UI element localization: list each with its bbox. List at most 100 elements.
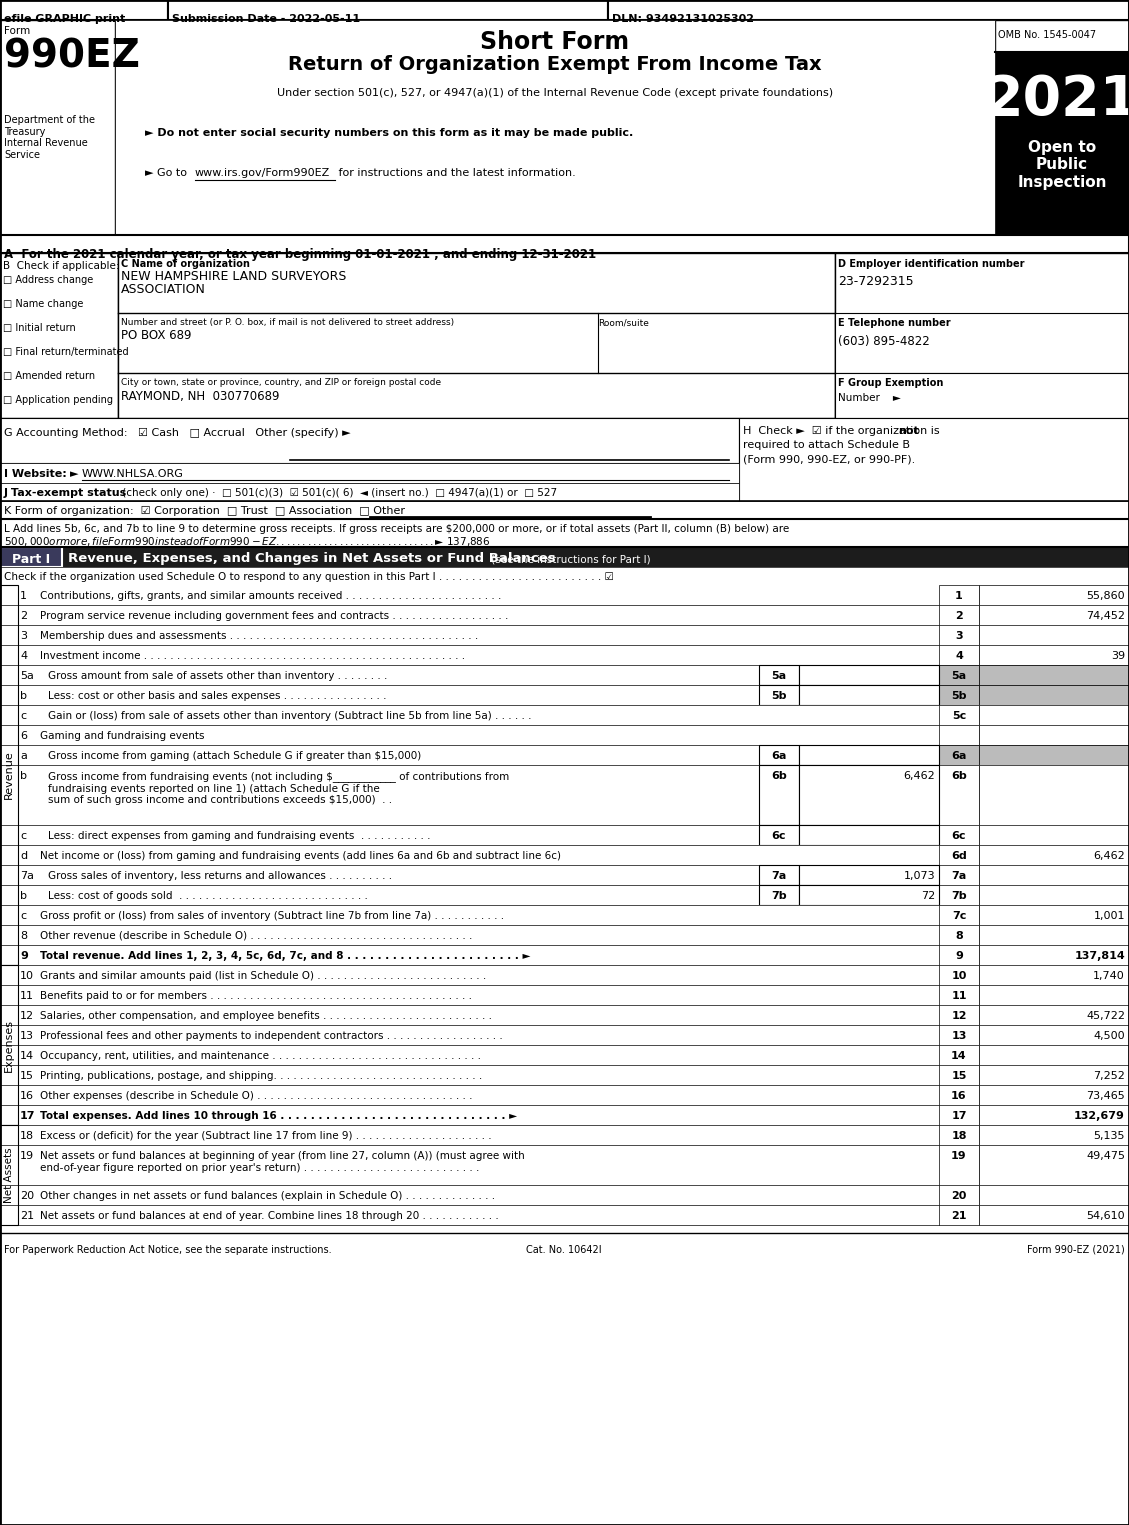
Bar <box>979 665 1129 685</box>
Text: 8: 8 <box>955 930 963 941</box>
Text: 4: 4 <box>20 651 27 660</box>
Bar <box>609 0 1129 20</box>
Text: 3: 3 <box>955 631 963 640</box>
Bar <box>759 865 799 884</box>
Text: 49,475: 49,475 <box>1086 1151 1124 1161</box>
Bar <box>979 1106 1129 1125</box>
Text: 1,073: 1,073 <box>903 871 935 881</box>
Text: efile GRAPHIC print: efile GRAPHIC print <box>5 14 125 24</box>
Bar <box>0 685 1129 705</box>
Text: not: not <box>898 425 919 436</box>
Text: b: b <box>20 891 27 901</box>
Bar <box>0 705 1129 724</box>
Text: $500,000 or more, file Form 990 instead of Form 990-EZ . . . . . . . . . . . . .: $500,000 or more, file Form 990 instead … <box>5 535 490 547</box>
Bar <box>939 1106 979 1125</box>
Bar <box>0 865 1129 884</box>
Bar <box>0 1005 1129 1025</box>
Bar <box>939 724 979 746</box>
Bar <box>799 665 939 685</box>
Text: Gross amount from sale of assets other than inventory . . . . . . . .: Gross amount from sale of assets other t… <box>49 671 387 682</box>
Text: C Name of organization: C Name of organization <box>121 259 250 268</box>
Text: OMB No. 1545-0047: OMB No. 1545-0047 <box>998 30 1096 40</box>
Bar <box>939 605 979 625</box>
Text: 16: 16 <box>952 1090 966 1101</box>
Text: (603) 895-4822: (603) 895-4822 <box>838 336 930 348</box>
Bar <box>0 547 62 567</box>
Bar <box>979 845 1129 865</box>
Text: 8: 8 <box>20 930 27 941</box>
Text: 2: 2 <box>955 612 963 621</box>
Bar <box>939 1005 979 1025</box>
Bar <box>939 1025 979 1045</box>
Text: H  Check ►  ☑ if the organization is: H Check ► ☑ if the organization is <box>743 425 943 436</box>
Text: 55,860: 55,860 <box>1086 592 1124 601</box>
Text: 1,001: 1,001 <box>1094 910 1124 921</box>
Bar <box>0 746 1129 766</box>
Bar <box>0 1064 1129 1084</box>
Bar <box>939 965 979 985</box>
Text: 14: 14 <box>20 1051 34 1061</box>
Bar <box>939 985 979 1005</box>
Bar <box>0 1025 1129 1045</box>
Bar <box>799 766 939 825</box>
Bar <box>979 1025 1129 1045</box>
Text: 6,462: 6,462 <box>903 772 935 781</box>
Bar <box>939 1084 979 1106</box>
Text: 10: 10 <box>20 971 34 981</box>
Text: 2021: 2021 <box>984 73 1129 127</box>
Bar <box>759 884 799 904</box>
Bar <box>0 845 1129 865</box>
Text: 7a: 7a <box>20 871 34 881</box>
Bar <box>0 502 1129 518</box>
Bar <box>759 665 799 685</box>
Bar <box>979 605 1129 625</box>
Bar <box>799 865 939 884</box>
Text: PO BOX 689: PO BOX 689 <box>121 329 192 342</box>
Text: Revenue: Revenue <box>5 750 14 799</box>
Text: b: b <box>20 772 27 781</box>
Bar <box>939 946 979 965</box>
Text: 6c: 6c <box>952 831 966 840</box>
Text: Form: Form <box>5 26 30 37</box>
Text: 12: 12 <box>952 1011 966 1022</box>
Text: Check if the organization used Schedule O to respond to any question in this Par: Check if the organization used Schedule … <box>5 572 614 583</box>
Bar <box>939 884 979 904</box>
Text: 6b: 6b <box>951 772 966 781</box>
Text: Other changes in net assets or fund balances (explain in Schedule O) . . . . . .: Other changes in net assets or fund bala… <box>40 1191 496 1202</box>
Text: 39: 39 <box>1111 651 1124 660</box>
Bar <box>799 825 939 845</box>
Text: 6a: 6a <box>952 750 966 761</box>
Bar <box>759 746 799 766</box>
Text: G Accounting Method:   ☑ Cash   □ Accrual   Other (specify) ►: G Accounting Method: ☑ Cash □ Accrual Ot… <box>5 429 351 438</box>
Text: 73,465: 73,465 <box>1086 1090 1124 1101</box>
Bar <box>939 746 979 766</box>
Text: K Form of organization:  ☑ Corporation  □ Trust  □ Association  □ Other: K Form of organization: ☑ Corporation □ … <box>5 506 405 515</box>
Bar <box>939 1125 979 1145</box>
Text: 1: 1 <box>20 592 27 601</box>
Text: □ Final return/terminated: □ Final return/terminated <box>3 348 129 357</box>
Text: 1,740: 1,740 <box>1093 971 1124 981</box>
Text: 6c: 6c <box>772 831 786 840</box>
Bar <box>0 965 1129 985</box>
Text: 20: 20 <box>20 1191 34 1202</box>
Text: 19: 19 <box>20 1151 34 1161</box>
Bar <box>939 1185 979 1205</box>
Text: Revenue, Expenses, and Changes in Net Assets or Fund Balances: Revenue, Expenses, and Changes in Net As… <box>68 552 555 564</box>
Bar <box>979 904 1129 926</box>
Text: City or town, state or province, country, and ZIP or foreign postal code: City or town, state or province, country… <box>121 378 441 387</box>
Bar <box>979 1005 1129 1025</box>
Bar <box>995 20 1129 52</box>
Text: 15: 15 <box>952 1071 966 1081</box>
Bar <box>0 766 1129 825</box>
Bar <box>979 1205 1129 1225</box>
Text: 13: 13 <box>952 1031 966 1042</box>
Bar <box>979 724 1129 746</box>
Bar <box>995 133 1129 235</box>
Text: 7a: 7a <box>952 871 966 881</box>
Text: 21: 21 <box>20 1211 34 1222</box>
Text: Gross profit or (loss) from sales of inventory (Subtract line 7b from line 7a) .: Gross profit or (loss) from sales of inv… <box>40 910 505 921</box>
Text: 23-7292315: 23-7292315 <box>838 274 913 288</box>
Bar <box>0 253 119 418</box>
Text: 4,500: 4,500 <box>1093 1031 1124 1042</box>
Bar <box>939 766 979 825</box>
